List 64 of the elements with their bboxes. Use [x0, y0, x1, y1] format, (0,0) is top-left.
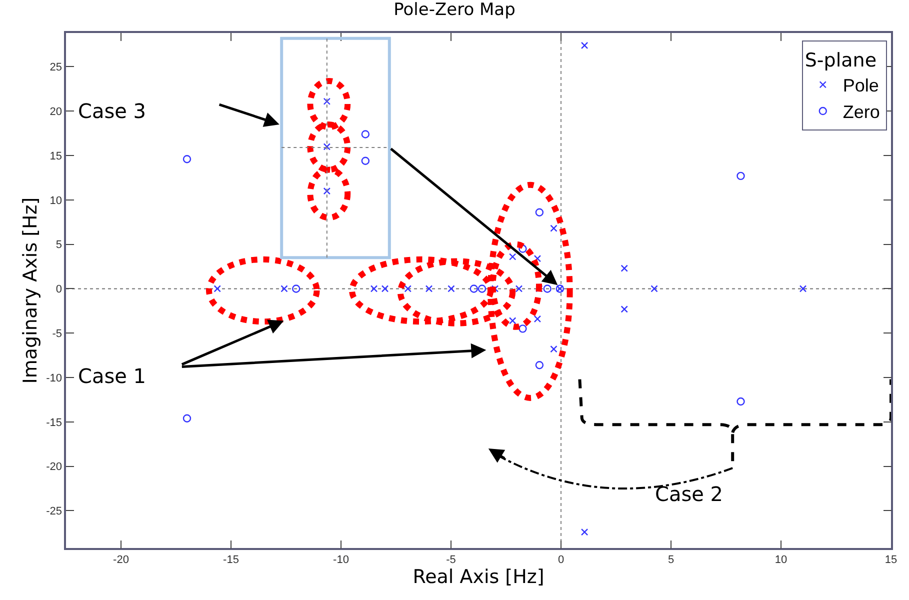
x-tick-label: 10	[774, 554, 788, 566]
point	[478, 284, 486, 293]
annotation: Case 1	[78, 364, 146, 388]
y-tick-label: -5	[52, 328, 62, 340]
y-tick-label: 20	[50, 106, 62, 118]
point	[214, 285, 221, 292]
x-tick-label: -20	[113, 554, 129, 566]
y-tick-label: 0	[56, 284, 62, 296]
y-tick-label: 15	[50, 150, 62, 162]
annotation: Case 3	[78, 99, 146, 123]
legend-label: Pole	[842, 76, 879, 96]
point	[404, 285, 412, 292]
y-axis-title: Imaginary Axis [Hz]	[19, 197, 42, 384]
point	[580, 528, 588, 536]
point	[370, 285, 378, 292]
point	[736, 397, 745, 406]
point	[535, 360, 544, 370]
point	[323, 187, 331, 195]
point	[323, 98, 331, 105]
point	[509, 253, 516, 260]
point	[535, 208, 544, 216]
x-axis-title: Real Axis [Hz]	[412, 566, 544, 588]
point	[182, 154, 192, 164]
point	[518, 324, 527, 333]
point	[448, 285, 455, 292]
y-tick-label: 5	[56, 239, 62, 252]
x-tick-label: -5	[446, 554, 456, 566]
point	[381, 285, 389, 292]
x-tick-label: 0	[558, 554, 564, 566]
y-tick-label: -25	[46, 506, 62, 518]
point	[736, 172, 745, 180]
point	[323, 143, 331, 150]
point	[620, 264, 628, 272]
y-tick-label: 25	[50, 62, 62, 74]
point	[550, 224, 558, 232]
y-tick-label: 10	[50, 194, 62, 207]
x-tick-label: -10	[333, 554, 349, 566]
point	[361, 130, 370, 138]
x-tick-label: 5	[668, 554, 674, 566]
point	[361, 156, 370, 165]
y-tick-label: -20	[46, 461, 62, 474]
point	[550, 346, 558, 353]
point	[620, 306, 628, 313]
x-tick-label: 15	[884, 554, 898, 566]
point	[280, 285, 288, 292]
legend-label: Zero	[842, 102, 880, 122]
point	[509, 317, 516, 324]
point	[518, 244, 527, 253]
annotation: Case 2	[655, 482, 724, 506]
point	[799, 285, 807, 292]
chart-title: Pole-Zero Map	[394, 0, 516, 20]
y-tick-label: -10	[46, 372, 62, 384]
point	[650, 285, 658, 292]
point	[580, 42, 588, 50]
point	[425, 285, 433, 292]
x-tick-label: -15	[223, 554, 239, 566]
point	[182, 414, 192, 422]
y-tick-label: -15	[46, 416, 62, 429]
point	[534, 315, 542, 323]
legend-title: S-plane	[804, 49, 877, 72]
point	[515, 285, 523, 292]
point	[470, 284, 478, 293]
point	[543, 284, 552, 293]
point	[292, 284, 300, 293]
